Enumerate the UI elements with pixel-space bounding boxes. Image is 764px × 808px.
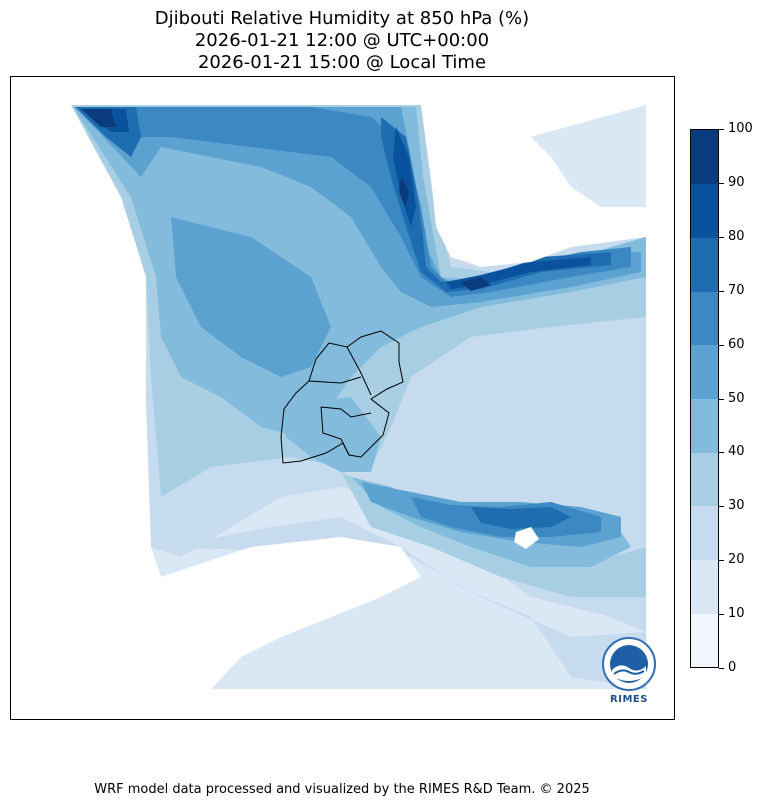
colorbar-tick (719, 237, 724, 238)
footer-credit: WRF model data processed and visualized … (94, 782, 590, 797)
colorbar-segment (691, 559, 718, 614)
colorbar-tick-label: 80 (728, 229, 745, 244)
colorbar-tick (719, 452, 724, 453)
masked-northeast (421, 105, 646, 267)
colorbar-segment (691, 452, 718, 507)
colorbar-tick-label: 50 (728, 391, 745, 406)
colorbar-tick-label: 40 (728, 444, 745, 459)
colorbar-tick (719, 614, 724, 615)
region-line-4 (320, 406, 350, 456)
masked-southwest (161, 537, 421, 689)
logo-label: RIMES (610, 694, 648, 705)
colorbar-segment (691, 237, 718, 292)
colorbar-tick (719, 668, 724, 669)
colorbar-tick (719, 399, 724, 400)
masked-hole-south (514, 527, 539, 549)
region-line-2 (308, 376, 362, 384)
masked-areas (11, 77, 646, 689)
colorbar-segment (691, 183, 718, 238)
colorbar-tick (719, 560, 724, 561)
band-50-60-west (171, 217, 331, 377)
colorbar-segment (691, 130, 718, 185)
colorbar-tick-label: 100 (728, 121, 753, 136)
colorbar-tick-label: 10 (728, 606, 745, 621)
region-line-1 (346, 346, 372, 396)
title-line-3: 2026-01-21 15:00 @ Local Time (197, 52, 487, 73)
band-90-100-ridge (399, 177, 409, 207)
colorbar-tick (719, 506, 724, 507)
rimes-logo: RIMES (598, 636, 660, 706)
title-line-1: Djibouti Relative Humidity at 850 hPa (%… (154, 8, 530, 29)
colorbar-tick (719, 291, 724, 292)
band-90-100 (81, 109, 116, 127)
map-panel (10, 76, 675, 720)
rimes-logo-icon (602, 637, 656, 691)
colorbar-tick (719, 345, 724, 346)
band-70-80-south (471, 507, 571, 529)
band-20-30-south (166, 517, 646, 689)
band-40-50 (73, 107, 646, 437)
humidity-map (11, 77, 646, 689)
colorbar-segment (691, 291, 718, 346)
colorbar-tick-label: 0 (728, 660, 737, 675)
colorbar-tick-label: 60 (728, 337, 745, 352)
band-80-90-ridge (393, 127, 416, 227)
colorbar-tick-label: 20 (728, 552, 745, 567)
colorbar-tick (719, 183, 724, 184)
colorbar-tick-label: 30 (728, 498, 745, 513)
colorbar-tick-label: 70 (728, 283, 745, 298)
colorbar-tick-label: 90 (728, 175, 745, 190)
djibouti-border (280, 330, 404, 464)
colorbar-segment (691, 344, 718, 399)
colorbar (690, 129, 719, 668)
colorbar-segment (691, 505, 718, 561)
colorbar-tick (719, 129, 724, 130)
colorbar-segment (691, 613, 718, 668)
country-outline (280, 330, 404, 464)
region-line-3 (320, 406, 372, 418)
masked-west (11, 77, 161, 689)
map-title: Djibouti Relative Humidity at 850 hPa (%… (0, 8, 684, 74)
band-90-100-east (461, 277, 491, 291)
title-line-2: 2026-01-21 12:00 @ UTC+00:00 (194, 30, 490, 51)
band-50-60 (75, 107, 641, 307)
colorbar-segment (691, 398, 718, 453)
